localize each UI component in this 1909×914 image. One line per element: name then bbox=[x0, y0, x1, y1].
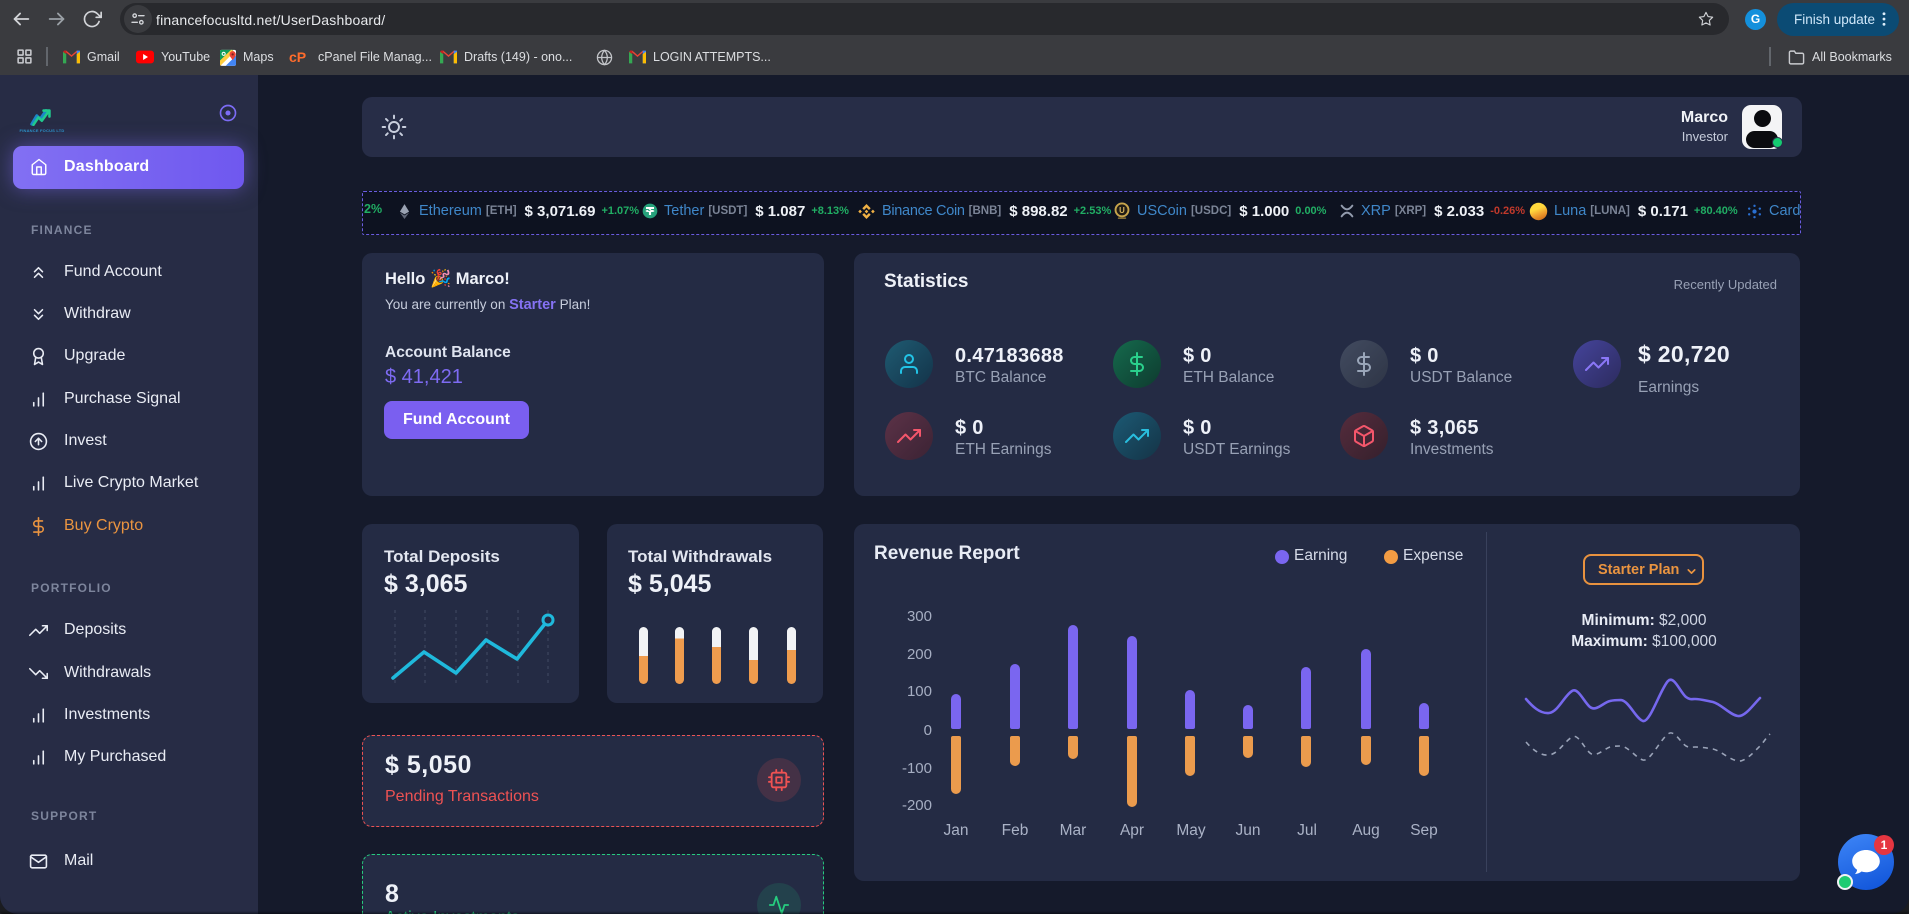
svg-text:U: U bbox=[1119, 206, 1125, 215]
svg-text:cP: cP bbox=[289, 49, 306, 65]
